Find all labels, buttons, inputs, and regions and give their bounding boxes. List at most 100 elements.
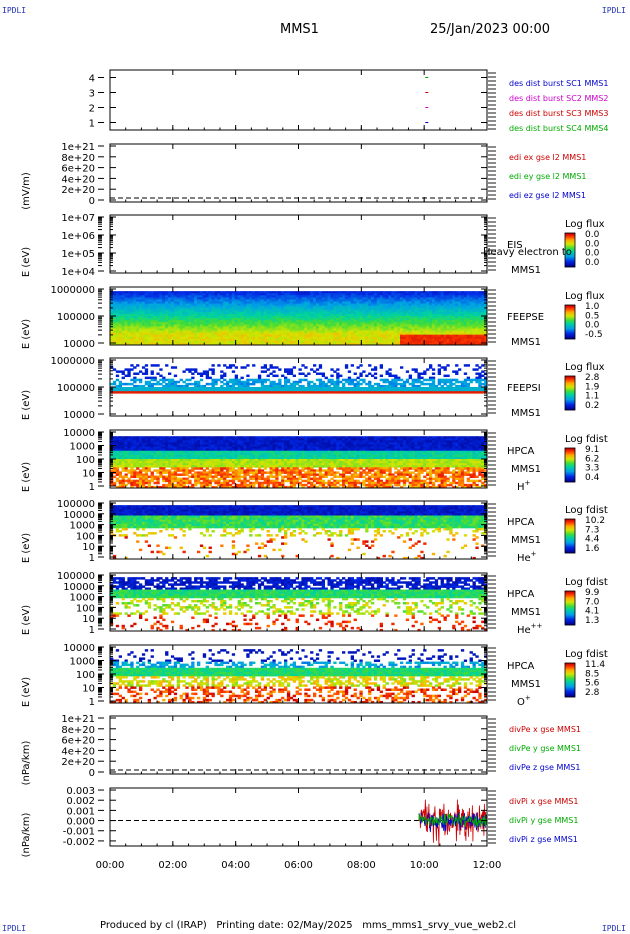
spectrogram-cell [463, 299, 468, 302]
spectrogram-cell [391, 338, 395, 342]
spectrogram-cell [226, 303, 230, 307]
spectrogram-cell [379, 324, 383, 327]
spectrogram-cell [257, 387, 262, 390]
spectrogram-cell [246, 316, 250, 319]
spectrogram-cell [246, 364, 250, 367]
spectrogram-cell [423, 318, 427, 321]
spectrogram-cell [475, 320, 479, 323]
spectrogram-cell [246, 309, 250, 313]
spectrogram-cell [191, 387, 195, 390]
spectrogram-cell [223, 303, 227, 307]
spectrogram-cell [440, 309, 444, 313]
spectrogram-cell [234, 340, 238, 344]
spectrogram-cell [194, 324, 198, 327]
spectrogram-cell [327, 322, 331, 325]
spectrogram-cell [342, 318, 346, 321]
spectrogram-cell [289, 391, 294, 394]
spectrogram-cell [350, 295, 354, 298]
spectrogram-cell [168, 307, 172, 311]
spectrogram-cell [347, 291, 352, 294]
spectrogram-cell [179, 297, 183, 300]
spectrogram-cell [115, 389, 120, 392]
spectrogram-cell [162, 340, 166, 344]
spectrogram-cell [373, 291, 378, 294]
spectrogram-cell [342, 291, 346, 294]
spectrogram-cell [330, 391, 334, 394]
spectrogram-cell [144, 364, 149, 367]
spectrogram-cell [231, 340, 236, 344]
spectrogram-cell [420, 372, 424, 375]
spectrogram-cell [431, 295, 436, 298]
spectrogram-cell [458, 342, 462, 346]
spectrogram-cell [388, 324, 392, 327]
colorbar-cell [565, 243, 575, 245]
spectrogram-cell [165, 313, 169, 317]
spectrogram-cell [388, 336, 392, 340]
spectrogram-cell [112, 305, 117, 309]
spectrogram-cell [394, 309, 398, 313]
colorbar-title: Log flux [565, 219, 605, 230]
spectrogram-cell [121, 303, 125, 307]
spectrogram-cell [231, 326, 236, 329]
spectrogram-cell [153, 301, 157, 304]
spectrogram-cell [400, 324, 404, 327]
spectrogram-cell [289, 322, 294, 325]
spectrogram-cell [455, 364, 459, 367]
spectrogram-cell [336, 307, 340, 311]
spectrogram-cell [342, 301, 346, 304]
spectrogram-cell [484, 342, 488, 346]
spectrogram-cell [304, 378, 308, 382]
spectrogram-cell [484, 305, 488, 309]
spectrogram-cell [165, 297, 169, 300]
spectrogram-cell [397, 338, 401, 342]
spectrogram-cell [147, 389, 151, 392]
spectrogram-cell [176, 332, 180, 336]
spectrogram-cell [379, 322, 383, 325]
spectrogram-cell [127, 372, 131, 375]
spectrogram-cell [260, 334, 265, 338]
spectrogram-cell [234, 330, 238, 333]
spectrogram-cell [214, 299, 218, 302]
spectrogram-cell [379, 378, 383, 382]
spectrogram-cell [118, 322, 122, 325]
spectrogram-cell [301, 391, 305, 394]
spectrogram-cell [191, 389, 195, 392]
spectrogram-cell [197, 391, 201, 394]
spectrogram-cell [156, 293, 160, 296]
spectrogram-cell [373, 301, 378, 304]
spectrogram-cell [252, 389, 256, 392]
colorbar-cell [565, 320, 575, 322]
spectrogram-cell [411, 368, 415, 371]
spectrogram-cell [420, 299, 424, 302]
spectrogram-cell [269, 318, 273, 321]
spectrogram-cell [194, 380, 198, 384]
spectrogram-cell [211, 301, 215, 304]
spectrogram-cell [156, 299, 160, 302]
spectrogram-cell [156, 340, 160, 344]
spectrogram-cell [115, 295, 120, 298]
spectrogram-cell [376, 295, 381, 298]
spectrogram-cell [423, 330, 427, 333]
spectrogram-cell [324, 291, 328, 294]
spectrogram-cell [336, 297, 340, 300]
colorbar-cell [565, 327, 575, 329]
spectrogram-cell [144, 295, 149, 298]
spectrogram-cell [313, 297, 317, 300]
spectrogram-cell [240, 332, 244, 336]
spectrogram-cell [144, 291, 149, 294]
spectrogram-cell [179, 301, 183, 304]
spectrogram-cell [112, 297, 117, 300]
spectrogram-cell [150, 372, 154, 375]
spectrogram-cell [226, 382, 230, 386]
spectrogram-cell [115, 309, 120, 313]
spectrogram-cell [321, 293, 325, 296]
spectrogram-cell [162, 334, 166, 338]
spectrogram-cell [321, 320, 325, 323]
spectrogram-cell [252, 378, 256, 382]
colorbar-cell [565, 306, 575, 308]
spectrogram-cell [168, 320, 172, 323]
spectrogram-cell [417, 324, 421, 327]
spectrogram-cell [446, 326, 450, 329]
spectrogram-cell [147, 311, 151, 315]
colorbar-cell [565, 332, 575, 334]
